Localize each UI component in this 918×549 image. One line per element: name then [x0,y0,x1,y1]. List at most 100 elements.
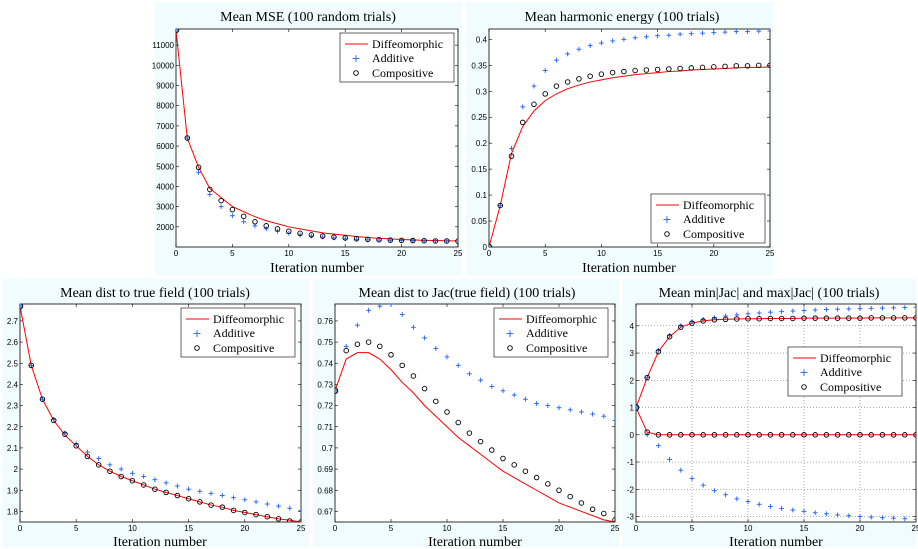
y-tick-label: 2.7 [7,317,19,326]
data-point-compositive [553,83,560,89]
data-point-additive [497,203,503,208]
data-point-compositive [195,164,202,171]
data-point-additive [824,307,829,312]
data-point-compositive [174,492,181,499]
data-point-compositive [711,64,717,70]
y-tick-label: 2 [14,465,19,474]
data-point-additive [509,145,514,151]
data-point-additive [534,401,539,406]
data-point-compositive [489,243,493,247]
data-point-additive [399,312,405,317]
y-tick-label: 0.2 [476,139,488,148]
x-tick-label: 0 [18,524,23,533]
y-tick-label: 0.35 [471,61,487,70]
data-point-compositive [801,315,807,321]
y-tick-label: 0.7 [322,444,334,453]
data-point-compositive [666,333,673,340]
data-point-compositive [455,419,461,426]
data-point-compositive [500,455,506,462]
x-tick-label: 25 [454,249,463,258]
legend-label-compositive: Compositive [213,341,274,355]
data-point-compositive [644,429,650,435]
data-point-compositive [343,347,349,354]
data-point-compositive [722,63,728,70]
data-point-additive [253,499,259,505]
data-point-compositive [152,486,158,492]
data-point-compositive [767,315,774,322]
data-point-compositive [823,315,830,321]
data-point-additive [891,305,896,311]
chart-panel-min-max-jac: Mean min|Jac| and max|Jac| (100 trials) … [623,279,918,549]
data-point-compositive [388,352,394,358]
data-point-additive [868,305,874,311]
data-point-compositive [39,396,46,402]
data-point-additive [812,510,818,516]
x-tick-label: 0 [634,524,639,533]
data-point-compositive [598,71,605,77]
data-point-additive [913,304,916,310]
data-point-compositive [444,409,450,415]
data-point-compositive [890,315,897,321]
data-point-additive [219,493,225,498]
data-point-compositive [354,341,361,347]
data-point-compositive [677,65,683,72]
data-point-compositive [531,101,537,108]
data-point-compositive [688,65,695,71]
data-point-additive [711,30,717,36]
data-point-compositive [700,318,706,324]
data-point-compositive [767,62,770,69]
x-tick-label: 0 [333,524,338,533]
y-tick-label: 1 [630,404,635,413]
data-point-compositive [778,432,785,438]
data-point-compositive [868,432,874,438]
y-tick-label: 0.75 [317,338,333,347]
data-point-compositive [564,79,571,85]
data-point-compositive [342,235,348,241]
data-point-additive [745,311,751,317]
data-point-additive [511,392,517,398]
y-tick-label: 0.4 [476,35,488,44]
x-tick-label: 10 [597,249,606,258]
data-point-additive [276,503,281,509]
data-point-additive [891,515,896,521]
data-point-compositive [846,432,852,438]
series-group [176,29,458,244]
data-point-additive [768,504,773,509]
data-point-compositive [229,206,236,213]
data-point-additive [756,501,762,507]
y-tick-label: 0.73 [317,380,333,389]
data-point-additive [107,462,113,468]
y-tick-label: 0.05 [471,217,487,226]
data-point-compositive [812,432,818,438]
chart-title: Mean min|Jac| and max|Jac| (100 trials) [659,286,880,301]
y-tick-label: 0.72 [317,402,333,411]
x-tick-label: 15 [341,249,350,258]
data-point-compositive [533,474,540,481]
legend-label-additive: Additive [820,365,862,379]
data-point-additive [489,384,495,389]
data-point-additive [722,29,728,35]
x-tick-label: 15 [184,524,193,533]
data-point-compositive [823,432,830,438]
legend-label-diffeomorphic: Diffeomorphic [213,312,284,326]
data-point-additive [542,68,548,73]
data-point-compositive [274,226,281,232]
data-point-compositive [689,320,695,326]
data-point-compositive [84,453,91,460]
legend-label-compositive: Compositive [526,341,587,355]
y-tick-label: -3 [627,513,635,522]
y-tick-label: 0.68 [317,486,333,495]
chart-panel-mse: Mean MSE (100 random trials) 0 5 10 15 20 25 2… [152,2,463,276]
data-point-compositive [95,462,102,468]
data-point-additive [643,34,649,40]
legend-symbol-compositive [801,384,807,390]
data-point-additive [576,46,582,52]
data-point-compositive [62,431,68,437]
x-tick-label: 20 [856,524,865,533]
series-line-diffeomorphic [335,352,615,522]
data-point-additive [218,204,224,210]
y-tick-label: 2.5 [7,359,19,368]
data-point-additive [231,495,236,501]
data-point-compositive [711,432,718,438]
y-tick-label: 6000 [156,142,174,151]
